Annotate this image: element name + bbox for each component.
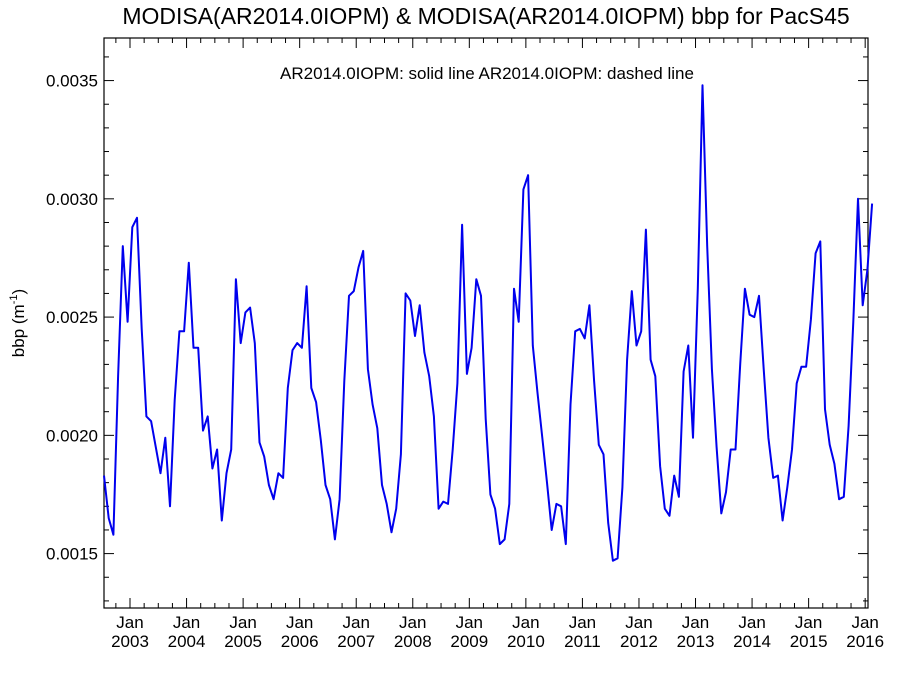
series-line-solid — [103, 84, 874, 562]
x-tick-year-label: 2008 — [394, 632, 432, 651]
x-tick-month-label: Jan — [173, 613, 200, 632]
x-tick-year-label: 2007 — [337, 632, 375, 651]
x-tick-year-label: 2010 — [507, 632, 545, 651]
x-tick-year-label: 2015 — [790, 632, 828, 651]
x-tick-month-label: Jan — [569, 613, 596, 632]
y-axis-label: bbp (m-1) — [8, 289, 28, 357]
x-tick-month-label: Jan — [512, 613, 539, 632]
x-tick-month-label: Jan — [682, 613, 709, 632]
x-tick-month-label: Jan — [625, 613, 652, 632]
y-tick-label: 0.0025 — [46, 308, 98, 327]
y-tick-label: 0.0035 — [46, 72, 98, 91]
x-tick-year-label: 2016 — [846, 632, 884, 651]
axis-ticks: 0.00150.00200.00250.00300.0035Jan2003Jan… — [46, 38, 884, 651]
x-tick-year-label: 2006 — [281, 632, 319, 651]
chart-title: MODISA(AR2014.0IOPM) & MODISA(AR2014.0IO… — [122, 3, 849, 29]
x-tick-year-label: 2012 — [620, 632, 658, 651]
x-tick-month-label: Jan — [795, 613, 822, 632]
x-tick-year-label: 2009 — [450, 632, 488, 651]
plot-frame — [103, 37, 869, 609]
x-tick-month-label: Jan — [738, 613, 765, 632]
line-style-annotation: AR2014.0IOPM: solid line AR2014.0IOPM: d… — [280, 64, 694, 83]
x-tick-month-label: Jan — [286, 613, 313, 632]
x-tick-month-label: Jan — [229, 613, 256, 632]
y-axis-label-text: bbp (m — [9, 304, 28, 357]
x-tick-year-label: 2003 — [111, 632, 149, 651]
y-tick-label: 0.0030 — [46, 190, 98, 209]
y-axis-label-close: ) — [9, 289, 28, 295]
x-tick-month-label: Jan — [343, 613, 370, 632]
x-tick-year-label: 2011 — [564, 632, 601, 651]
x-tick-year-label: 2005 — [224, 632, 262, 651]
x-tick-year-label: 2014 — [733, 632, 771, 651]
y-tick-label: 0.0015 — [46, 545, 98, 564]
x-tick-month-label: Jan — [399, 613, 426, 632]
x-tick-year-label: 2013 — [677, 632, 715, 651]
x-tick-year-label: 2004 — [168, 632, 206, 651]
series-layer — [103, 84, 874, 562]
x-tick-month-label: Jan — [851, 613, 878, 632]
x-tick-month-label: Jan — [456, 613, 483, 632]
y-tick-label: 0.0020 — [46, 426, 98, 445]
y-axis-label-superscript: -1 — [8, 294, 20, 304]
x-tick-month-label: Jan — [116, 613, 143, 632]
